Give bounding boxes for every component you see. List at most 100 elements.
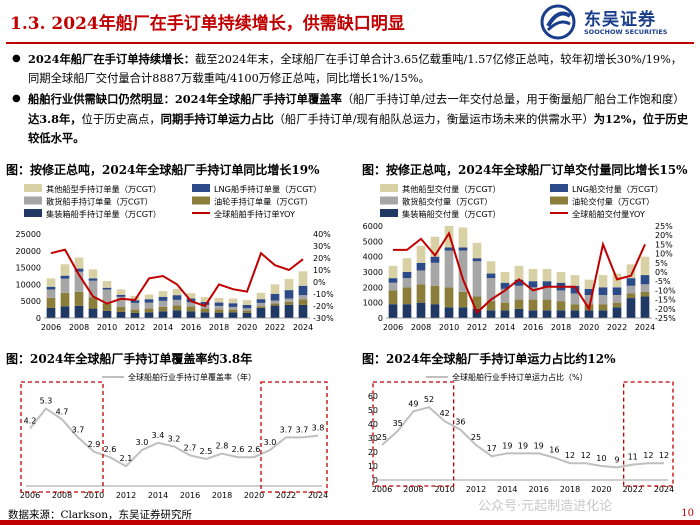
bar-segment: [528, 268, 538, 282]
bar-segment: [388, 282, 398, 291]
bullet-text: （船厂手持订单/过去一年交付总量，用于衡量船厂船台工作饱和度）: [341, 93, 685, 106]
legend-label: LNG船手持订单量（万CGT）: [214, 184, 322, 194]
bullet-text: 位于历史高点，: [81, 112, 161, 126]
bar-segment: [88, 308, 98, 318]
legend-label: 集装箱船交付量（万CGT）: [402, 209, 501, 219]
bar-segment: [200, 297, 210, 302]
bar-segment: [626, 285, 636, 294]
x-tick-label: 2016: [181, 323, 201, 332]
bar-segment: [430, 262, 440, 286]
bar-segment: [102, 281, 112, 288]
data-label: 16: [549, 446, 559, 455]
legend-label: 油轮手持订单量（万CGT）: [214, 197, 313, 207]
bar-segment: [556, 310, 566, 318]
bar-segment: [144, 299, 154, 303]
y-tick-label: 0: [373, 476, 378, 485]
y2-tick-label: -10%: [313, 290, 334, 299]
bar-segment: [584, 310, 594, 318]
bullet-text: （船厂手持订单/现有船队总运力，衡量运市场未来的供需水平）: [273, 112, 594, 126]
x-tick-label: 2016: [528, 485, 548, 494]
data-label: 2.8: [216, 442, 229, 451]
data-label: 3.7: [296, 425, 309, 434]
bar-segment: [270, 305, 280, 318]
data-label: 9: [614, 455, 619, 464]
legend-swatch: [192, 184, 210, 192]
chart4: 全球船舶行业手持订单运力占比（%） 0 10 20 30 40 50 60 2006 2008 20…: [368, 372, 674, 494]
legend-label: 散货船交付量（万CGT）: [402, 197, 492, 207]
bar-segment: [298, 295, 308, 300]
bar-segment: [172, 310, 182, 318]
bar-segment: [598, 295, 608, 305]
bar-segment: [444, 247, 454, 251]
bar-segment: [416, 302, 426, 318]
highlight-box: [260, 381, 328, 493]
bar-segment: [270, 300, 280, 304]
y-tick-label: 15000: [16, 264, 41, 273]
bar-segment: [214, 297, 224, 303]
data-label: 3.8: [312, 424, 325, 433]
data-label: 49: [408, 399, 418, 408]
y-tick-label: 60: [368, 392, 378, 401]
data-label: 4.2: [24, 416, 37, 425]
y-tick-label: 20: [368, 448, 378, 457]
data-label: 11: [628, 453, 638, 462]
y-tick-label: 5000: [363, 237, 383, 246]
bar-segment: [640, 291, 650, 297]
bar-segment: [514, 299, 524, 309]
bar-segment: [472, 296, 482, 309]
data-label: 5.3: [40, 397, 53, 406]
x-tick-label: 2020: [591, 485, 611, 494]
bar-segment: [626, 293, 636, 299]
bar-segment: [60, 275, 70, 279]
x-tick-label: 2014: [148, 491, 168, 500]
data-label: 3.7: [280, 425, 293, 434]
bar-segment: [298, 299, 308, 305]
legend-swatch: [24, 196, 42, 205]
bar-segment: [640, 296, 650, 318]
bar-segment: [444, 307, 454, 318]
bar-segment: [200, 312, 210, 318]
data-label: 17: [487, 444, 497, 453]
bullet-bold: 为12%，位于历史较低水平。: [28, 111, 688, 146]
bar-segment: [186, 293, 196, 299]
data-label: 2.5: [200, 447, 213, 456]
bar-segment: [228, 309, 238, 313]
bar-segment: [172, 295, 182, 300]
legend-swatch: [550, 196, 568, 205]
bar-segment: [256, 306, 266, 308]
bar-segment: [60, 278, 70, 293]
y-tick-label: 25000: [16, 230, 41, 239]
chart3-caption: 图：2024年全球船厂手持订单覆盖率约3.8年: [6, 352, 253, 366]
bar-segment: [60, 264, 70, 276]
x-tick-label: 2012: [116, 491, 136, 500]
bar-segment: [144, 312, 154, 318]
legend-label: 散货船手持订单量（万CGT）: [46, 197, 153, 207]
bar-segment: [388, 290, 398, 305]
bar-segment: [172, 299, 182, 306]
x-tick-label: 2018: [212, 491, 232, 500]
bar-segment: [388, 278, 398, 283]
bar-segment: [228, 312, 238, 318]
series-line: [381, 406, 664, 469]
x-tick-label: 2022: [622, 485, 642, 494]
x-tick-label: 2018: [209, 323, 229, 332]
bar-segment: [102, 310, 112, 318]
y2-tick-label: 30%: [313, 242, 331, 251]
bar-segment: [416, 284, 426, 303]
bar-segment: [472, 261, 482, 297]
y-tick-label: 20000: [16, 247, 41, 256]
bar-segment: [402, 272, 412, 279]
bar-segment: [584, 288, 594, 295]
bar-segment: [388, 304, 398, 318]
x-tick-label: 2018: [551, 323, 571, 332]
bar-segment: [158, 311, 168, 318]
bar-segment: [486, 278, 496, 302]
x-tick-label: 2020: [579, 323, 599, 332]
series-line: [29, 407, 319, 468]
bar-segment: [514, 279, 524, 286]
legend-swatch: [24, 184, 42, 192]
y-tick-label: 50: [368, 406, 378, 415]
bar-segment: [542, 310, 552, 318]
bar-segment: [598, 304, 608, 311]
bar-segment: [584, 279, 594, 289]
